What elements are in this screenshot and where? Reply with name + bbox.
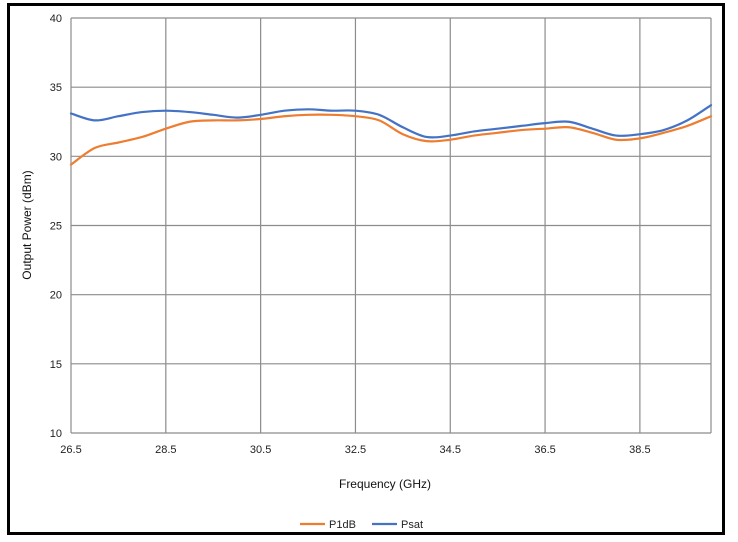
y-tick-label: 15 [50,359,62,371]
y-tick-label: 25 [50,221,62,233]
legend-label-psat: Psat [401,519,423,531]
x-tick-label: 32.5 [345,444,366,456]
y-tick-label: 40 [50,13,62,25]
tick-labels: 10 15 20 25 30 35 40 26.5 28.5 30.5 32.5 34.5 36.5 38… [50,13,651,456]
x-tick-label: 30.5 [250,444,271,456]
y-tick-label: 10 [50,428,62,440]
series-line-psat [69,104,713,139]
y-tick-label: 35 [50,82,62,94]
x-tick-label: 38.5 [629,444,650,456]
chart-frame [7,3,725,535]
x-tick-label: 34.5 [440,444,461,456]
series-lines [69,104,713,166]
y-axis-title: Output Power (dBm) [20,170,34,279]
series-line-p1db [69,113,713,166]
x-tick-label: 26.5 [60,444,81,456]
x-axis-title: Frequency (GHz) [339,477,431,491]
x-tick-label: 36.5 [534,444,555,456]
x-tick-label: 28.5 [155,444,176,456]
y-tick-label: 30 [50,151,62,163]
legend: P1dB Psat [300,519,423,531]
legend-label-p1db: P1dB [329,519,356,531]
grid-lines [70,17,712,434]
y-tick-label: 20 [50,290,62,302]
